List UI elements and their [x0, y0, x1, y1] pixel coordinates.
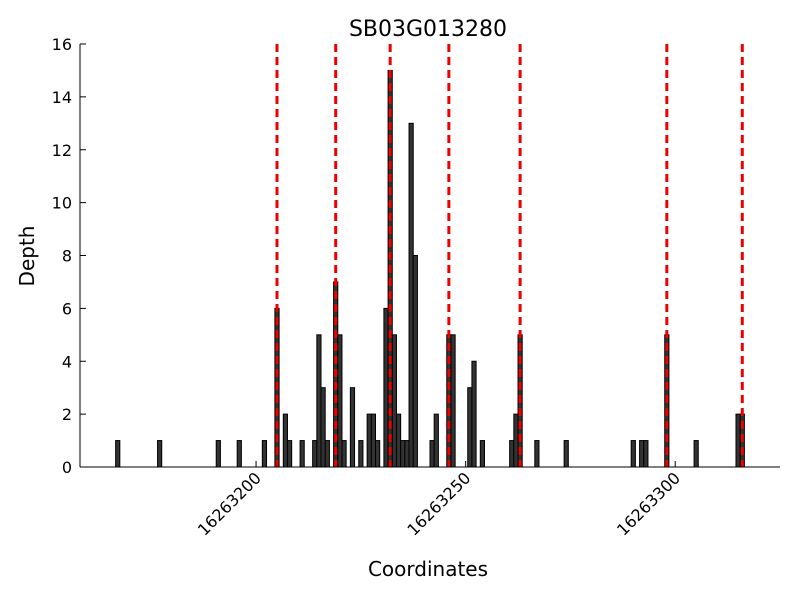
- bar: [467, 387, 473, 468]
- bar: [513, 413, 519, 468]
- bar: [370, 413, 377, 468]
- y-tick-label: 8: [62, 247, 72, 266]
- bar: [299, 440, 305, 468]
- bar: [375, 440, 381, 468]
- bar: [358, 440, 364, 468]
- x-axis-label: Coordinates: [368, 557, 488, 581]
- bar: [349, 387, 356, 468]
- bar: [312, 440, 318, 468]
- bar: [479, 440, 485, 468]
- bar: [157, 440, 163, 468]
- chart-title: SB03G013280: [349, 17, 507, 42]
- y-axis-label: Depth: [15, 226, 39, 287]
- bar: [735, 413, 741, 468]
- bar: [115, 440, 121, 468]
- bar: [320, 387, 326, 468]
- bar: [412, 255, 418, 468]
- bar: [433, 413, 439, 468]
- bar: [400, 440, 406, 468]
- y-tick-label: 0: [62, 458, 72, 477]
- bar: [630, 440, 636, 468]
- bar: [324, 440, 330, 468]
- bar: [261, 440, 268, 468]
- x-tick-label: 16263250: [403, 468, 474, 539]
- bar: [509, 440, 515, 468]
- bar: [391, 334, 397, 468]
- x-tick-label: 16263200: [194, 468, 265, 539]
- bar: [408, 122, 414, 468]
- y-tick-label: 16: [52, 35, 72, 54]
- bar: [429, 440, 435, 468]
- y-tick-label: 10: [52, 194, 72, 213]
- y-tick-label: 14: [52, 88, 72, 107]
- bar: [534, 440, 540, 468]
- bar: [450, 334, 456, 468]
- bar: [395, 413, 402, 468]
- bar: [639, 440, 645, 468]
- bar: [643, 440, 649, 468]
- bar: [282, 413, 288, 468]
- bar: [215, 440, 221, 468]
- bar: [563, 440, 569, 468]
- bar: [286, 440, 293, 468]
- y-tick-label: 4: [62, 352, 72, 371]
- bar: [404, 440, 410, 468]
- bar: [316, 334, 322, 468]
- y-tick-label: 2: [62, 405, 72, 424]
- bar: [471, 360, 477, 468]
- bar: [337, 334, 343, 468]
- bar: [236, 440, 242, 468]
- y-tick-label: 6: [62, 299, 72, 318]
- bar: [693, 440, 699, 468]
- bar: [341, 440, 347, 468]
- x-tick-label: 16263300: [613, 468, 684, 539]
- bar: [366, 413, 372, 468]
- y-tick-label: 12: [52, 141, 72, 160]
- bar: [383, 307, 389, 468]
